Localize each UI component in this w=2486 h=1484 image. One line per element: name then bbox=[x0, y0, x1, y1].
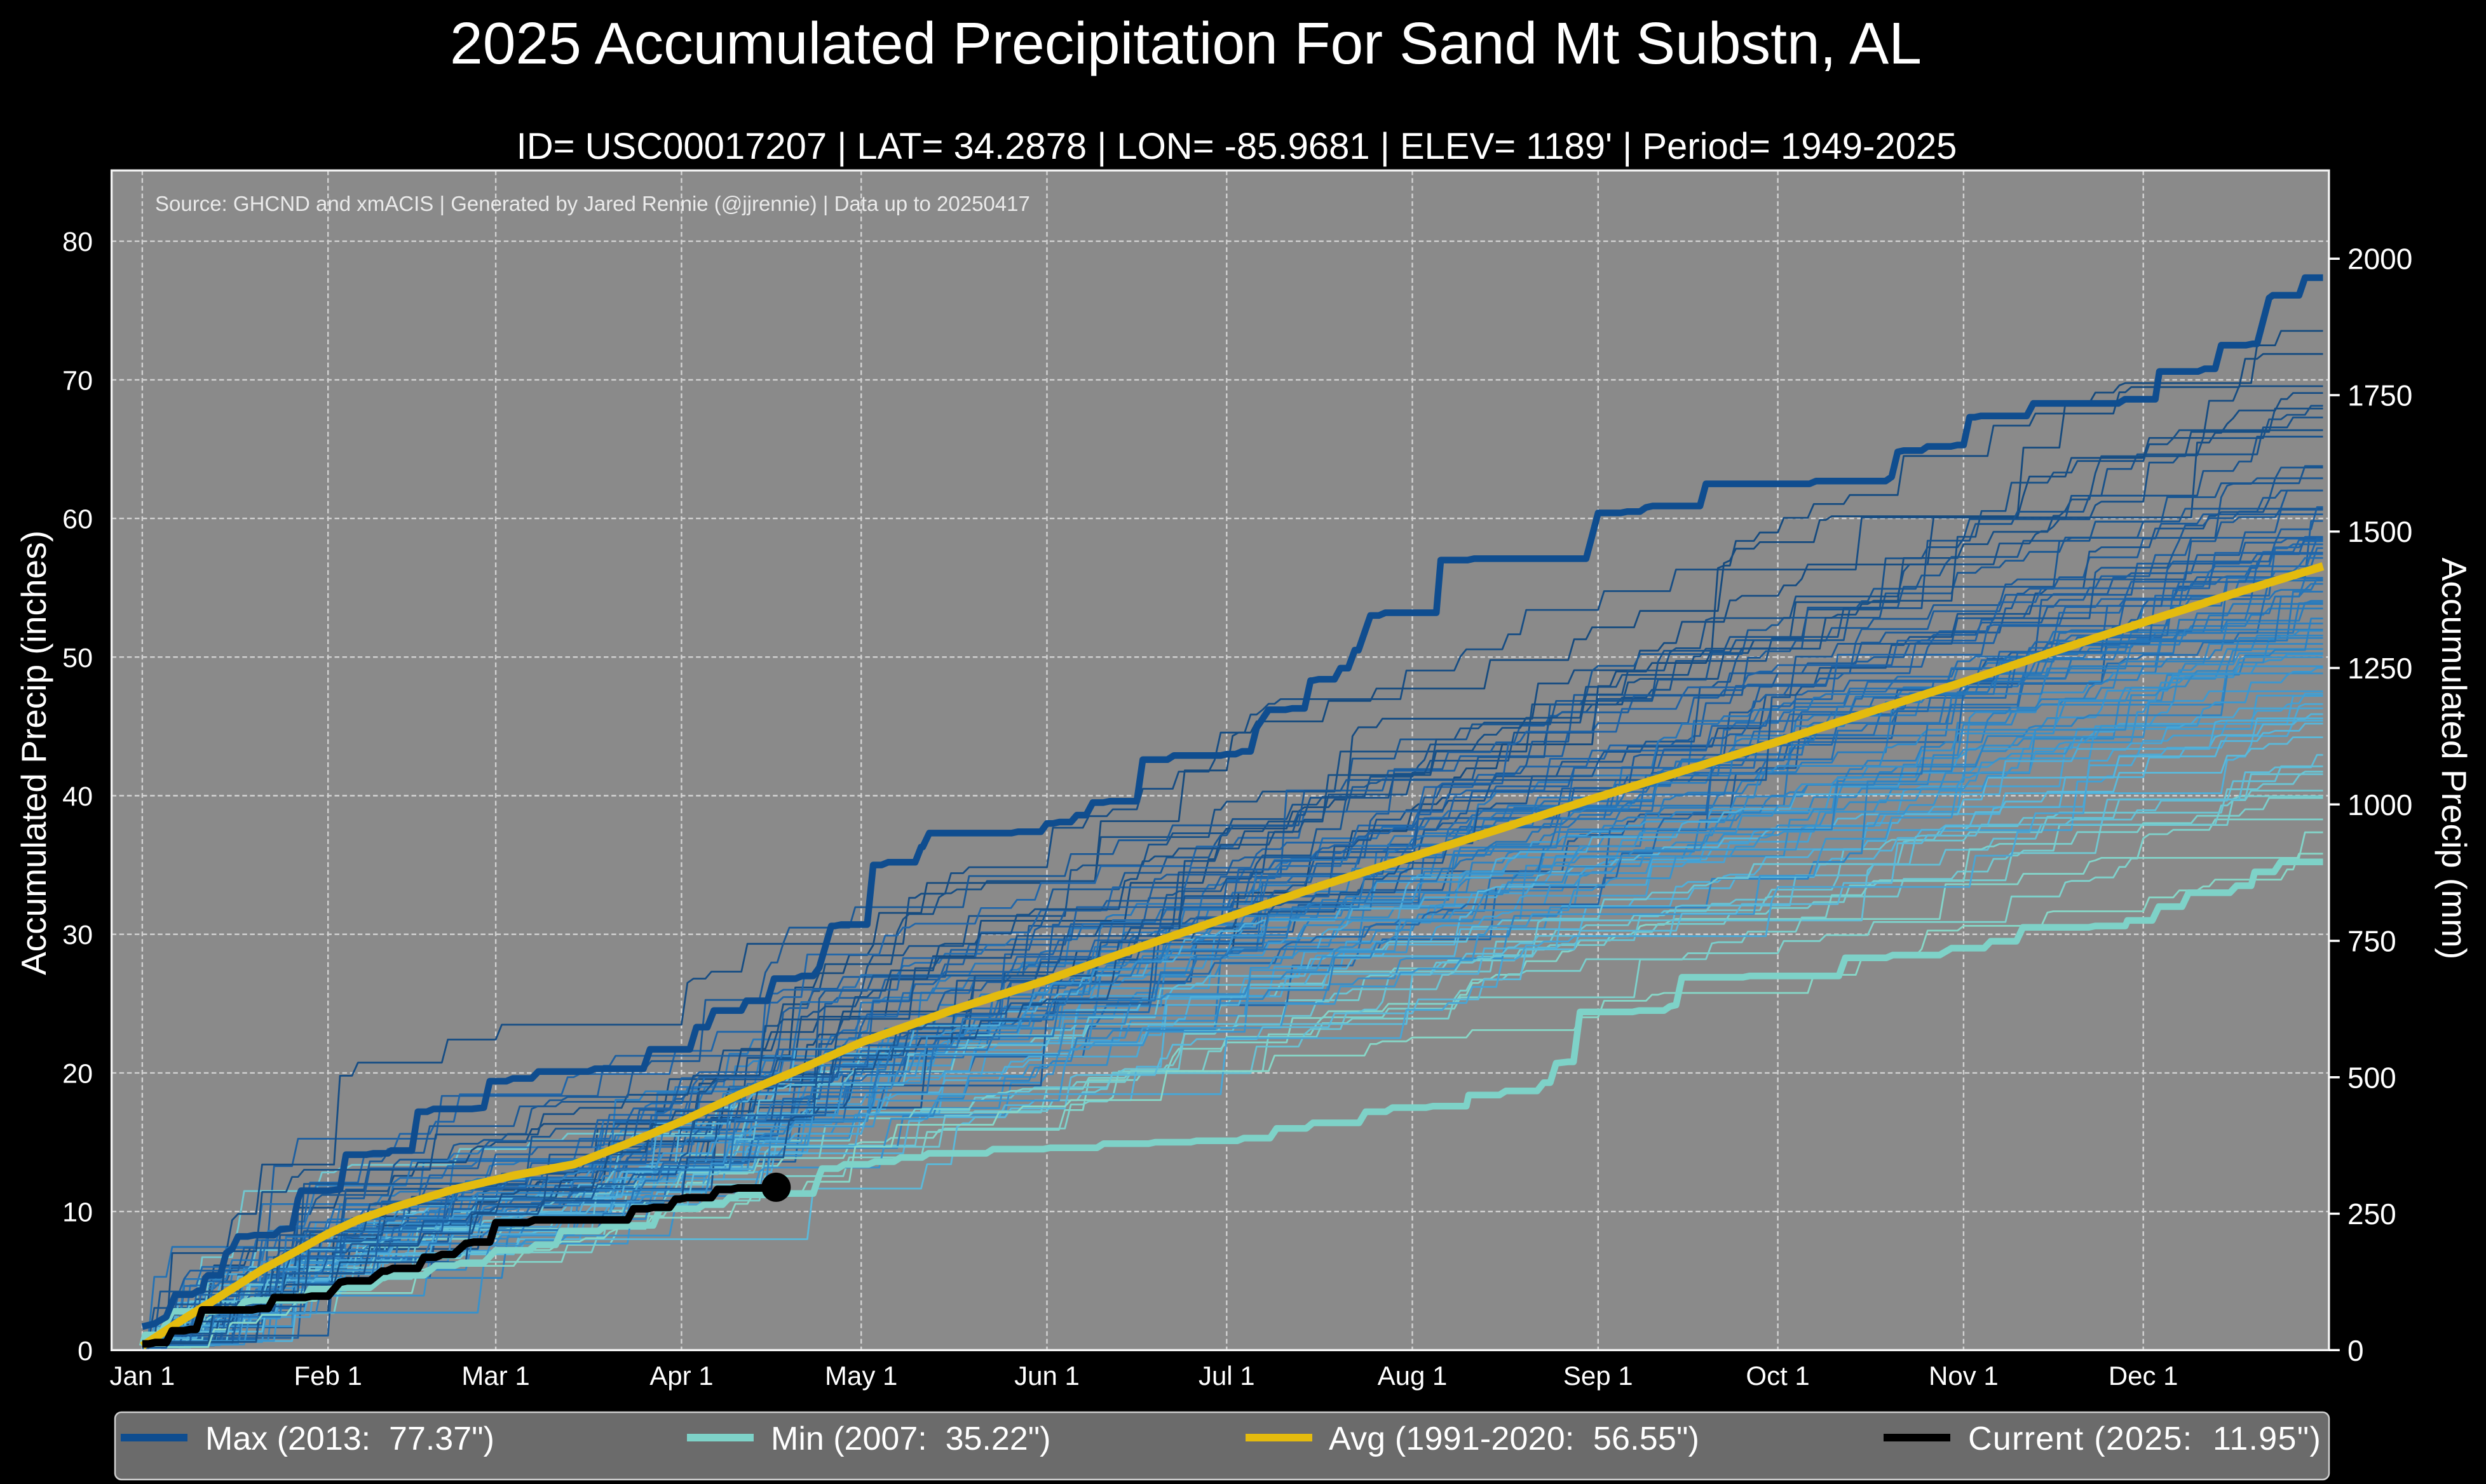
svg-text:Min (2007: 35.22"): Min (2007: 35.22") bbox=[771, 1420, 1050, 1457]
svg-text:0: 0 bbox=[2347, 1334, 2364, 1367]
svg-text:Current (2025: 11.95"): Current (2025: 11.95") bbox=[1968, 1420, 2321, 1457]
svg-text:Source: GHCND and xmACIS | Gen: Source: GHCND and xmACIS | Generated by … bbox=[155, 192, 1030, 215]
svg-text:Feb 1: Feb 1 bbox=[294, 1361, 362, 1391]
svg-text:20: 20 bbox=[62, 1058, 93, 1089]
svg-text:2000: 2000 bbox=[2347, 243, 2412, 276]
svg-text:Sep 1: Sep 1 bbox=[1563, 1361, 1633, 1391]
svg-text:500: 500 bbox=[2347, 1061, 2396, 1094]
svg-text:50: 50 bbox=[62, 643, 93, 673]
svg-text:1500: 1500 bbox=[2347, 515, 2412, 548]
svg-text:Jan 1: Jan 1 bbox=[110, 1361, 175, 1391]
svg-text:Apr 1: Apr 1 bbox=[649, 1361, 713, 1391]
svg-text:Accumulated Precip (inches): Accumulated Precip (inches) bbox=[14, 530, 53, 975]
svg-text:Oct 1: Oct 1 bbox=[1746, 1361, 1809, 1391]
svg-text:30: 30 bbox=[62, 920, 93, 950]
svg-text:Accumulated Precip (mm): Accumulated Precip (mm) bbox=[2435, 558, 2474, 960]
svg-text:10: 10 bbox=[62, 1197, 93, 1228]
svg-text:Avg (1991-2020: 56.55"): Avg (1991-2020: 56.55") bbox=[1329, 1420, 1699, 1457]
svg-text:Jun 1: Jun 1 bbox=[1014, 1361, 1080, 1391]
svg-text:Jul 1: Jul 1 bbox=[1199, 1361, 1255, 1391]
svg-text:60: 60 bbox=[62, 504, 93, 535]
svg-text:Mar 1: Mar 1 bbox=[461, 1361, 529, 1391]
svg-text:May 1: May 1 bbox=[825, 1361, 897, 1391]
svg-text:1000: 1000 bbox=[2347, 788, 2412, 821]
svg-text:1750: 1750 bbox=[2347, 379, 2412, 412]
svg-text:2025 Accumulated Precipitation: 2025 Accumulated Precipitation For Sand … bbox=[450, 10, 1922, 76]
svg-text:Dec 1: Dec 1 bbox=[2109, 1361, 2178, 1391]
svg-text:Nov 1: Nov 1 bbox=[1929, 1361, 1999, 1391]
svg-text:80: 80 bbox=[62, 227, 93, 257]
svg-text:70: 70 bbox=[62, 365, 93, 396]
svg-text:0: 0 bbox=[78, 1336, 93, 1366]
svg-text:ID= USC00017207 | LAT= 34.2878: ID= USC00017207 | LAT= 34.2878 | LON= -8… bbox=[517, 126, 1957, 167]
svg-text:250: 250 bbox=[2347, 1197, 2396, 1231]
svg-text:Aug 1: Aug 1 bbox=[1378, 1361, 1448, 1391]
svg-text:40: 40 bbox=[62, 781, 93, 812]
svg-text:750: 750 bbox=[2347, 925, 2396, 958]
svg-text:1250: 1250 bbox=[2347, 652, 2412, 685]
svg-text:Max (2013: 77.37"): Max (2013: 77.37") bbox=[205, 1420, 494, 1457]
